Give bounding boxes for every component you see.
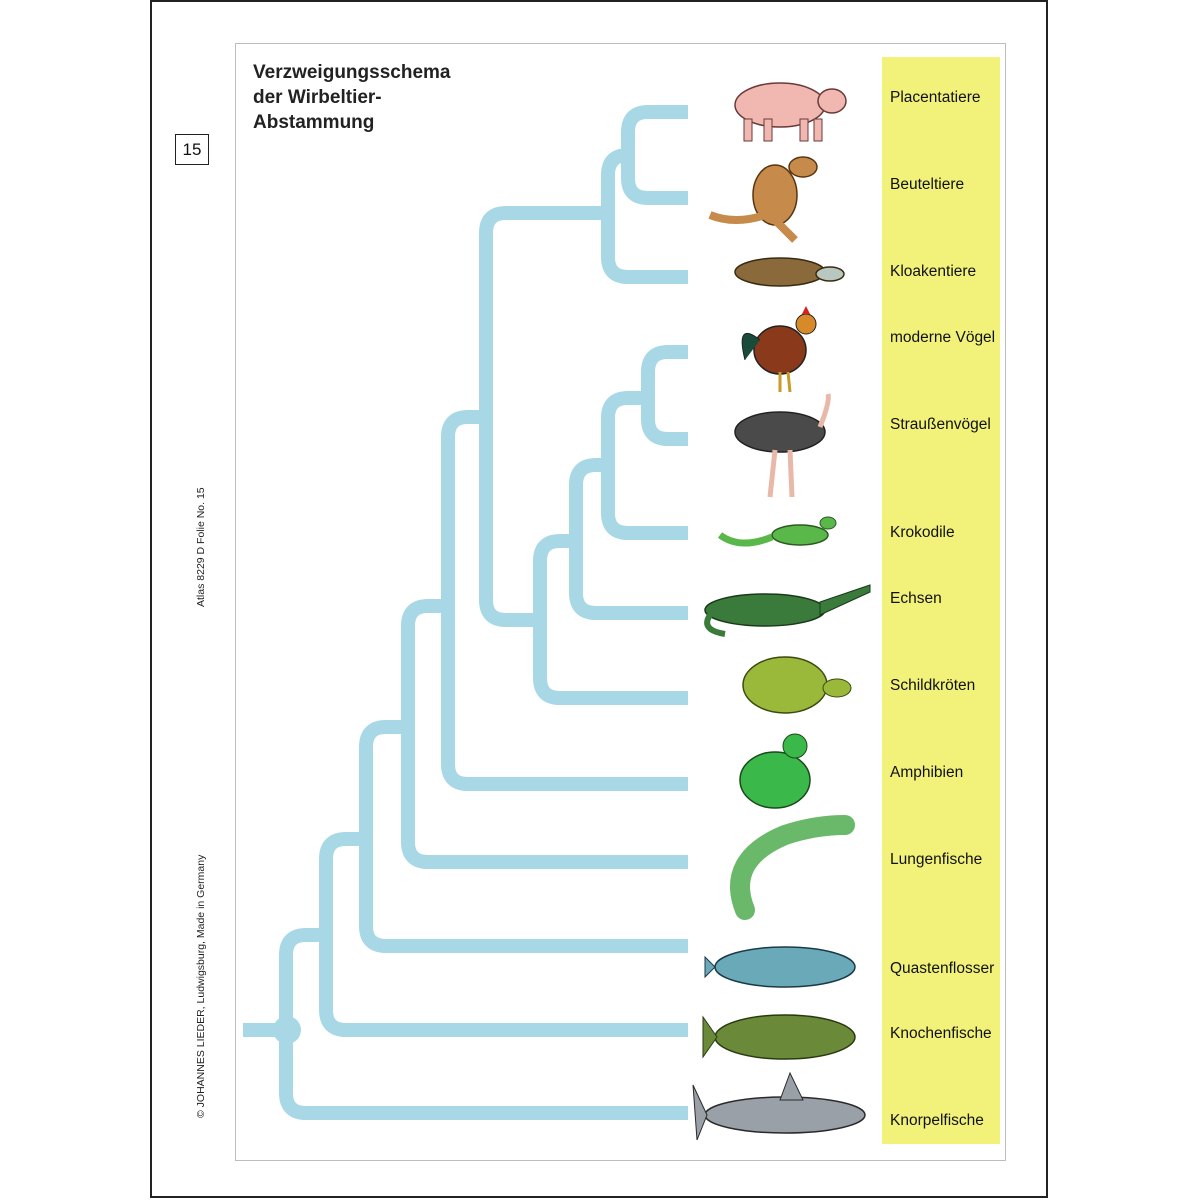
pig-icon — [734, 82, 847, 142]
taxon-label-moderne-voegel: moderne Vögel — [890, 329, 996, 346]
branch-mammals — [601, 148, 688, 284]
root-node — [273, 1016, 301, 1044]
folio-number-box: 15 — [175, 134, 209, 165]
taxon-label-quastenflosser: Quastenflosser — [890, 960, 995, 977]
title-line-2: der Wirbeltier- — [253, 87, 382, 108]
taxon-label-krokodile: Krokodile — [890, 524, 955, 541]
platypus-icon — [734, 257, 845, 287]
lungfish-icon — [730, 815, 855, 920]
taxon-label-beuteltiere: Beuteltiere — [890, 176, 965, 193]
title-line-3: Abstammung — [253, 112, 375, 133]
slide-sheet — [235, 43, 1006, 1161]
branch-placentatiere-beuteltiere — [621, 105, 688, 205]
coelacanth-icon — [704, 946, 856, 988]
shark-icon — [692, 1071, 866, 1141]
taxon-label-amphibien: Amphibien — [890, 764, 964, 781]
taxon-label-lungenfische: Lungenfische — [890, 851, 983, 868]
taxon-label-knorpelfische: Knorpelfische — [890, 1112, 984, 1129]
taxon-label-knochenfische: Knochenfische — [890, 1025, 992, 1042]
crocodile-icon — [704, 584, 871, 637]
frog-icon — [739, 733, 811, 809]
kangaroo-icon — [708, 156, 818, 243]
taxon-label-kloakentiere: Kloakentiere — [890, 263, 977, 280]
branch-birds — [641, 345, 688, 446]
lizard-icon — [717, 516, 837, 547]
ostrich-icon — [734, 393, 831, 498]
title-line-1: Verzweigungsschema — [253, 62, 451, 83]
taxon-label-placentatiere: Placentatiere — [890, 89, 981, 106]
taxon-label-schildkroeten: Schildkröten — [890, 677, 976, 694]
turtle-icon — [742, 656, 852, 714]
taxon-label-straussenvoegel: Straußenvögel — [890, 416, 991, 433]
folio-number: 15 — [182, 139, 202, 159]
taxon-label-echsen: Echsen — [890, 590, 942, 607]
rooster-icon — [741, 306, 817, 393]
carp-icon — [702, 1014, 856, 1060]
page-title: Verzweigungsschema der Wirbeltier- Absta… — [253, 60, 450, 135]
label-column — [882, 57, 1000, 1144]
